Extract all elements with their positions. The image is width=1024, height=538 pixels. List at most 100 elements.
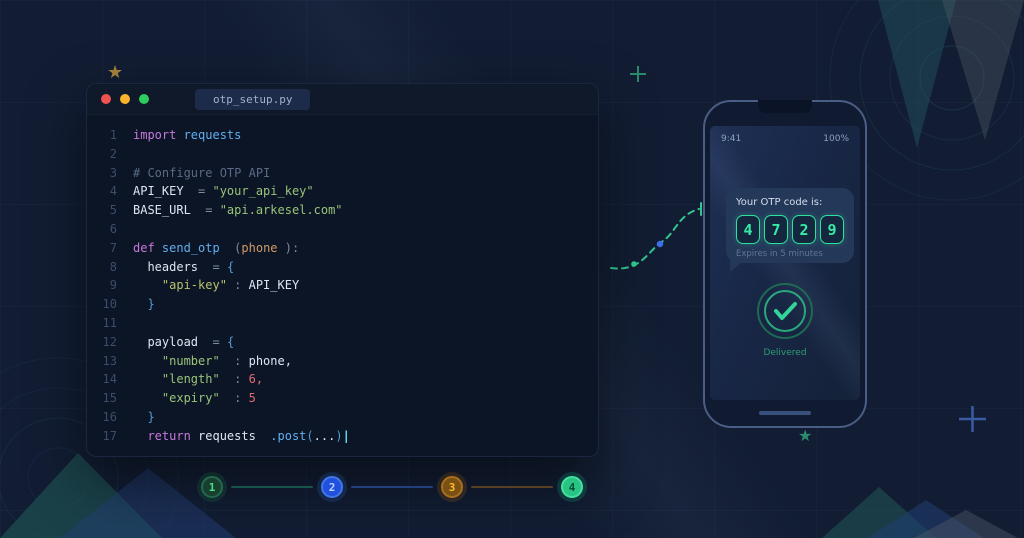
battery-level: 100%: [823, 134, 849, 144]
ring-decor: [859, 0, 1024, 171]
code-line: 17 return requests .post(...)|: [99, 427, 598, 446]
window-controls: [101, 94, 149, 104]
code-line: 6: [99, 220, 598, 239]
line-number: 10: [102, 297, 117, 312]
check-circle-icon: [757, 283, 813, 339]
code-line: 16 }: [99, 408, 598, 427]
line-number: 13: [102, 353, 117, 368]
code-text: }: [133, 297, 155, 312]
plus-icon: [959, 406, 986, 432]
code-line: 14 "length" : 6,: [99, 370, 598, 389]
phone-notch: [758, 100, 812, 113]
line-number: 9: [109, 278, 117, 293]
code-line: 12 payload = {: [99, 333, 598, 352]
stepper-connector: [471, 486, 553, 488]
code-text: API_KEY = "your_api_key": [133, 184, 314, 199]
bubble-tail: [730, 258, 746, 272]
tab-otp-setup[interactable]: otp_setup.py: [195, 88, 311, 110]
mountain-decor: [868, 500, 984, 538]
otp-digit-box: 2: [792, 215, 816, 244]
status-time: 9:41: [721, 134, 742, 144]
otp-digit-box: 4: [736, 215, 760, 244]
line-number: 12: [102, 334, 117, 349]
code-line: 3 # Configure OTP API: [99, 164, 598, 183]
code-text: return requests .post(...)|: [133, 428, 350, 443]
tab-title: otp_setup.py: [213, 92, 293, 106]
stepper-step-3[interactable]: 3: [441, 476, 463, 498]
line-number: 3: [109, 165, 117, 180]
close-button[interactable]: [101, 94, 111, 104]
code-text: "expiry" : 5: [133, 391, 256, 406]
otp-message-title: Your OTP code is:: [736, 197, 823, 208]
stepper-step-4[interactable]: 4: [561, 476, 583, 498]
code-line: 11: [99, 314, 598, 333]
code-line: 5 BASE_URL = "api.arkesel.com": [99, 201, 598, 220]
line-number: 6: [109, 221, 117, 236]
flow-arrow-path: [610, 208, 700, 270]
code-text: BASE_URL = "api.arkesel.com": [133, 203, 343, 218]
ring-decor: [829, 0, 1024, 201]
mountain-decor: [60, 468, 236, 538]
delivered-label: Delivered: [763, 348, 807, 358]
code-text: payload = {: [133, 334, 235, 349]
code-text: headers = {: [133, 259, 235, 274]
delivery-status: Delivered: [710, 281, 860, 358]
phone-statusbar: 9:41 100%: [710, 126, 860, 144]
line-number: 2: [109, 146, 117, 161]
line-number: 17: [102, 428, 117, 443]
code-line: 1 import requests: [99, 126, 598, 145]
code-text: # Configure OTP API: [133, 165, 271, 180]
ring-decor: [0, 357, 179, 538]
line-number: 14: [102, 372, 117, 387]
line-number: 4: [109, 184, 117, 199]
mountain-decor: [914, 510, 1018, 538]
stepper-connector: [231, 486, 313, 488]
otp-digit-box: 7: [764, 215, 788, 244]
line-number: 1: [109, 128, 117, 142]
code-text: "api-key" : API_KEY: [133, 278, 300, 293]
otp-expiry-note: Expires in 5 minutes: [736, 249, 823, 259]
code-text: def send_otp (phone ):: [133, 240, 300, 255]
line-number: 11: [102, 315, 117, 330]
ring-decor: [889, 15, 1015, 141]
code-line: 10 }: [99, 295, 598, 314]
code-line: 9 "api-key" : API_KEY: [99, 276, 598, 295]
stepper-connector: [351, 486, 433, 488]
code-text: "number" : phone,: [133, 353, 292, 368]
stepper-step-2[interactable]: 2: [321, 476, 343, 498]
ring-decor: [0, 417, 119, 538]
line-number: 16: [102, 409, 117, 424]
plus-icon: [630, 66, 646, 82]
star-icon: ★: [798, 426, 813, 445]
code-line: 13 "number" : phone,: [99, 352, 598, 371]
code-line: 2: [99, 145, 598, 164]
star-icon: ★: [107, 62, 124, 83]
flow-dot-green: [631, 261, 637, 267]
minimize-button[interactable]: [120, 94, 130, 104]
line-number: 5: [109, 203, 117, 218]
code-text: "length" : 6,: [133, 372, 264, 387]
code-line: 7 def send_otp (phone ):: [99, 239, 598, 258]
code-line: 4 API_KEY = "your_api_key": [99, 182, 598, 201]
home-indicator: [759, 411, 811, 415]
code-text: }: [133, 409, 155, 424]
line-number: 7: [109, 240, 117, 255]
ring-decor: [919, 45, 985, 111]
line-number: 8: [109, 259, 117, 274]
otp-digit-box: 9: [820, 215, 844, 244]
stepper-step-1[interactable]: 1: [201, 476, 223, 498]
maximize-button[interactable]: [139, 94, 149, 104]
triangle-decor: [878, 0, 956, 148]
code-editor-window: otp_setup.py 1 import requests 2 3 # Configu…: [86, 83, 599, 457]
code-line: 8 headers = {: [99, 258, 598, 277]
code-lines: 1 import requests 2 3 # Configure OTP API 4 AP…: [99, 126, 598, 446]
line-number: 15: [102, 391, 117, 406]
code-area[interactable]: 1 import requests 2 3 # Configure OTP API 4 AP…: [87, 115, 598, 446]
